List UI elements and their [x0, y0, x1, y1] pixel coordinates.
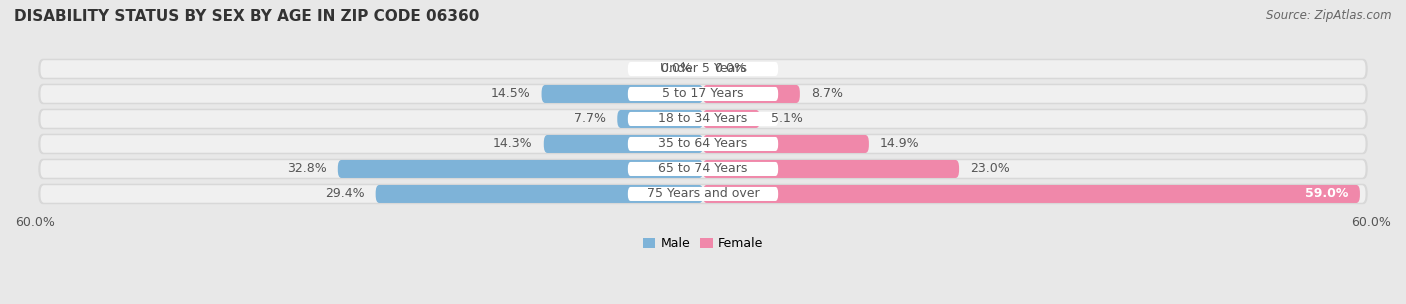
FancyBboxPatch shape [41, 160, 1365, 178]
Text: 0.0%: 0.0% [659, 63, 692, 75]
Text: 8.7%: 8.7% [811, 88, 844, 101]
FancyBboxPatch shape [617, 110, 703, 128]
Text: 14.3%: 14.3% [494, 137, 533, 150]
FancyBboxPatch shape [38, 59, 1368, 79]
Text: 23.0%: 23.0% [970, 162, 1010, 175]
Text: 14.5%: 14.5% [491, 88, 530, 101]
Text: 75 Years and over: 75 Years and over [647, 188, 759, 200]
FancyBboxPatch shape [375, 185, 703, 203]
FancyBboxPatch shape [38, 109, 1368, 129]
FancyBboxPatch shape [38, 159, 1368, 179]
Text: 5.1%: 5.1% [770, 112, 803, 126]
FancyBboxPatch shape [703, 85, 800, 103]
Text: 0.0%: 0.0% [714, 63, 747, 75]
FancyBboxPatch shape [703, 185, 1360, 203]
FancyBboxPatch shape [337, 160, 703, 178]
FancyBboxPatch shape [628, 137, 778, 151]
Text: 35 to 64 Years: 35 to 64 Years [658, 137, 748, 150]
FancyBboxPatch shape [38, 134, 1368, 154]
Text: 7.7%: 7.7% [574, 112, 606, 126]
FancyBboxPatch shape [41, 110, 1365, 128]
Legend: Male, Female: Male, Female [643, 237, 763, 250]
Text: Under 5 Years: Under 5 Years [659, 63, 747, 75]
Text: 59.0%: 59.0% [1305, 188, 1348, 200]
FancyBboxPatch shape [628, 112, 778, 126]
FancyBboxPatch shape [628, 187, 778, 201]
FancyBboxPatch shape [41, 85, 1365, 103]
Text: 5 to 17 Years: 5 to 17 Years [662, 88, 744, 101]
FancyBboxPatch shape [628, 87, 778, 101]
FancyBboxPatch shape [41, 60, 1365, 78]
FancyBboxPatch shape [541, 85, 703, 103]
FancyBboxPatch shape [703, 135, 869, 153]
FancyBboxPatch shape [38, 84, 1368, 104]
FancyBboxPatch shape [41, 135, 1365, 153]
Text: 65 to 74 Years: 65 to 74 Years [658, 162, 748, 175]
Text: 29.4%: 29.4% [325, 188, 364, 200]
FancyBboxPatch shape [628, 162, 778, 176]
FancyBboxPatch shape [41, 185, 1365, 203]
Text: DISABILITY STATUS BY SEX BY AGE IN ZIP CODE 06360: DISABILITY STATUS BY SEX BY AGE IN ZIP C… [14, 9, 479, 24]
FancyBboxPatch shape [544, 135, 703, 153]
Text: 14.9%: 14.9% [880, 137, 920, 150]
FancyBboxPatch shape [703, 160, 959, 178]
FancyBboxPatch shape [703, 110, 759, 128]
Text: 18 to 34 Years: 18 to 34 Years [658, 112, 748, 126]
FancyBboxPatch shape [628, 62, 778, 76]
FancyBboxPatch shape [38, 184, 1368, 204]
Text: Source: ZipAtlas.com: Source: ZipAtlas.com [1267, 9, 1392, 22]
Text: 32.8%: 32.8% [287, 162, 326, 175]
